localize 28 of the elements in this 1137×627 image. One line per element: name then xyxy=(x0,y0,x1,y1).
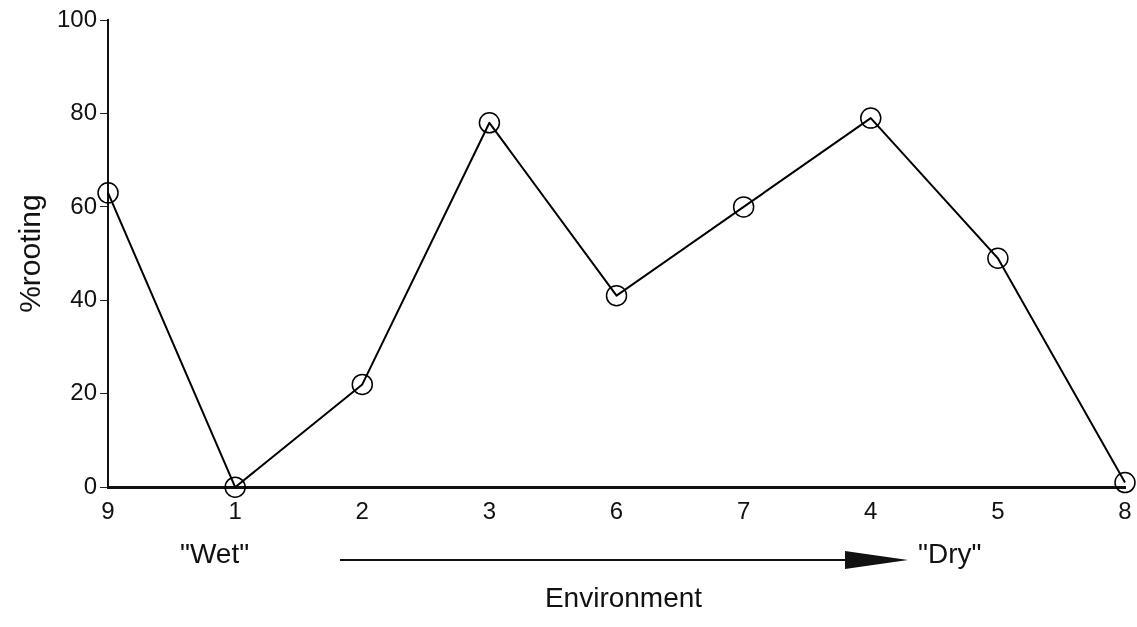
x-axis-title: Environment xyxy=(543,582,704,614)
y-tick-label: 20 xyxy=(70,378,98,406)
x-tick-label: 6 xyxy=(609,497,624,525)
point xyxy=(987,247,1009,270)
point xyxy=(732,196,755,218)
y-axis-title: %rooting xyxy=(13,194,47,313)
x-tick-label: 5 xyxy=(991,497,1005,525)
point xyxy=(478,112,501,134)
point xyxy=(860,107,882,129)
point xyxy=(351,373,374,396)
text: "Dry" xyxy=(918,538,982,570)
x-tick-label: 4 xyxy=(864,497,878,525)
point xyxy=(605,284,628,307)
y-tick-label: 0 xyxy=(83,471,98,499)
point xyxy=(224,476,246,498)
x-tick-label: 7 xyxy=(736,497,751,525)
x-tick-label: 1 xyxy=(228,497,242,525)
y-tick-label: 60 xyxy=(70,191,98,219)
x-tick-label: 9 xyxy=(101,497,115,525)
y-tick-label: 80 xyxy=(70,98,98,126)
point xyxy=(1114,471,1136,494)
x-tick-label: 2 xyxy=(355,497,369,525)
text: "Wet" xyxy=(180,538,250,570)
x-tick-label: 3 xyxy=(482,497,497,525)
y-tick-label: 100 xyxy=(57,4,98,32)
point xyxy=(97,182,119,204)
x-tick-label: 8 xyxy=(1118,497,1132,525)
y-tick-label: 40 xyxy=(70,284,98,312)
